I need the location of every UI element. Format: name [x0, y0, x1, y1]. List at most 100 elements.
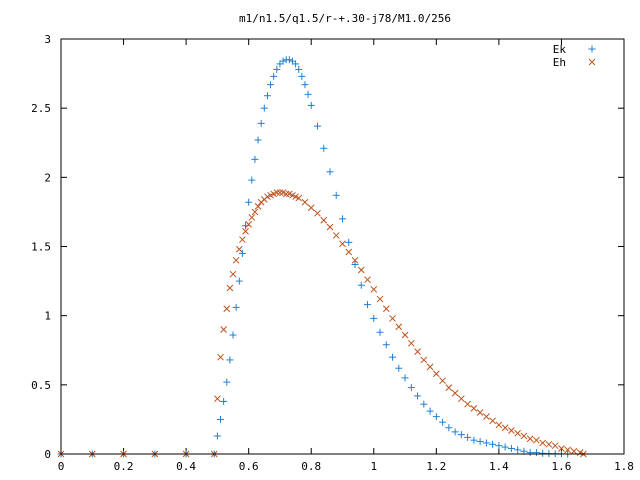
point-ek — [313, 122, 321, 130]
point-ek — [298, 72, 306, 80]
point-ek — [395, 364, 403, 372]
point-ek — [464, 433, 472, 441]
point-eh — [514, 429, 522, 437]
point-eh — [339, 240, 346, 248]
point-ek — [482, 439, 490, 447]
point-eh — [407, 339, 415, 347]
legend-marker-ek — [588, 45, 596, 53]
point-ek — [254, 136, 262, 144]
point-ek — [307, 101, 315, 109]
point-eh — [242, 227, 249, 235]
point-eh — [508, 427, 515, 434]
point-eh — [432, 370, 440, 378]
point-eh — [420, 356, 428, 364]
data-points — [57, 56, 587, 458]
point-eh — [229, 270, 237, 278]
point-eh — [439, 377, 446, 385]
point-eh — [235, 245, 243, 253]
chart-title: m1/n1.5/q1.5/r-+.30-j78/M1.0/256 — [239, 12, 451, 25]
point-eh — [414, 348, 421, 355]
point-eh — [470, 404, 478, 412]
point-ek — [232, 303, 240, 311]
point-eh — [295, 194, 303, 202]
point-ek — [248, 176, 256, 184]
point-ek — [263, 92, 271, 100]
point-ek — [320, 144, 328, 152]
point-eh — [501, 424, 509, 432]
point-ek — [370, 314, 378, 322]
point-ek — [426, 407, 434, 415]
point-eh — [273, 189, 281, 196]
point-eh — [232, 256, 240, 264]
point-ek — [295, 65, 303, 73]
point-eh — [570, 447, 578, 455]
point-ek — [339, 215, 346, 223]
point-ek — [270, 72, 278, 80]
point-eh — [533, 436, 540, 444]
point-eh — [382, 305, 390, 313]
point-eh — [245, 221, 253, 228]
point-ek — [507, 444, 515, 452]
point-ek — [389, 353, 397, 361]
point-ek — [351, 260, 359, 268]
x-tick-label: 0.2 — [114, 460, 134, 473]
point-ek — [326, 168, 334, 176]
point-ek — [414, 392, 422, 400]
point-eh — [357, 266, 365, 274]
point-eh — [476, 409, 484, 416]
point-ek — [345, 238, 353, 246]
point-eh — [495, 421, 503, 429]
x-tick-label: 1 — [370, 460, 377, 473]
point-ek — [382, 341, 390, 349]
point-eh — [276, 189, 284, 196]
point-ek — [292, 60, 300, 68]
point-eh — [314, 209, 321, 217]
x-tick-label: 0.8 — [301, 460, 321, 473]
point-eh — [464, 400, 471, 408]
point-eh — [545, 440, 553, 448]
point-eh — [445, 384, 453, 391]
point-eh — [520, 432, 528, 440]
point-ek — [267, 81, 275, 89]
point-ek — [420, 400, 428, 408]
point-ek — [226, 356, 234, 364]
point-ek — [407, 384, 415, 392]
point-eh — [558, 445, 565, 452]
y-tick-label: 0 — [44, 448, 51, 461]
point-ek — [470, 436, 478, 444]
point-eh — [551, 442, 559, 450]
legend-label-eh: Eh — [553, 56, 566, 69]
point-eh — [332, 232, 340, 239]
point-ek — [217, 415, 225, 423]
point-eh — [426, 363, 434, 371]
y-tick-label: 3 — [44, 33, 51, 46]
point-ek — [273, 65, 281, 73]
legend-label-ek: Ek — [553, 43, 567, 56]
point-ek — [445, 424, 453, 432]
point-eh — [539, 439, 547, 447]
point-eh — [214, 395, 221, 403]
point-ek — [401, 374, 409, 382]
point-eh — [239, 236, 246, 243]
x-tick-label: 0.6 — [239, 460, 259, 473]
point-eh — [307, 204, 315, 212]
point-eh — [451, 389, 459, 397]
axis-ticks: 0 0.2 0.4 0.6 0.8 1 1.2 1.4 1.6 1.8 0 0.5 1 1.5 2 2.5 3 — [31, 33, 634, 473]
point-ek — [432, 413, 440, 421]
point-eh — [220, 326, 227, 333]
point-eh — [389, 315, 396, 322]
point-ek — [257, 119, 265, 127]
x-tick-label: 1.6 — [552, 460, 572, 473]
point-ek — [229, 331, 237, 339]
y-tick-label: 2 — [44, 171, 51, 184]
point-ek — [501, 443, 509, 451]
point-ek — [439, 418, 447, 426]
y-tick-label: 0.5 — [31, 379, 51, 392]
point-eh — [395, 323, 403, 331]
point-ek — [251, 155, 259, 163]
point-ek — [235, 277, 243, 285]
point-eh — [564, 446, 572, 454]
legend-marker-eh — [588, 58, 596, 66]
point-eh — [345, 248, 353, 256]
